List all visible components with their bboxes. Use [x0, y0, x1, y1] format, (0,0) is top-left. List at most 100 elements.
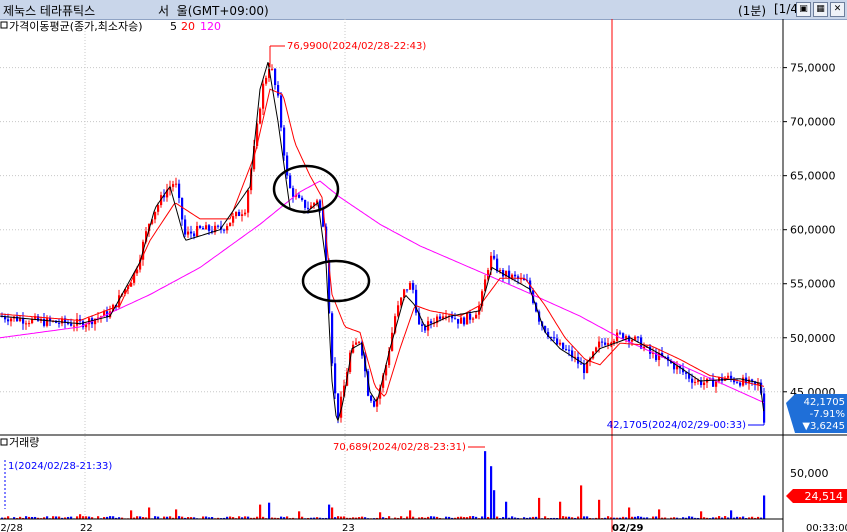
- volume-bar-103: [310, 517, 313, 519]
- candle-body-89: [268, 68, 271, 78]
- candle-body-185: [556, 338, 559, 345]
- volume-bar-77: [232, 517, 235, 519]
- price-tick-0: 75,0000: [790, 62, 836, 75]
- candle-body-85: [256, 123, 259, 146]
- candle-body-147: [442, 316, 445, 319]
- candle-body-97: [292, 188, 295, 197]
- volume-axis-label: 50,000: [790, 467, 829, 480]
- candle-body-94: [283, 127, 286, 156]
- volume-bar-133: [400, 516, 403, 519]
- volume-bar-157: [472, 516, 475, 519]
- candle-body-122: [367, 371, 370, 396]
- volume-bar-219: [658, 509, 661, 519]
- candle-body-86: [259, 108, 262, 124]
- volume-bar-225: [676, 517, 679, 519]
- volume-bar-28: [85, 516, 88, 519]
- volume-bar-188: [565, 516, 568, 519]
- volume-toggle-icon[interactable]: [0, 438, 8, 446]
- volume-bar-20: [61, 517, 64, 519]
- price-tick-5: 50,0000: [790, 332, 836, 345]
- candle-body-243: [730, 375, 733, 379]
- low-annotation: 42,1705(2024/02/29-00:33): [607, 420, 746, 431]
- candle-body-187: [562, 342, 565, 350]
- volume-bar-214: [643, 517, 646, 519]
- volume-bar-235: [706, 517, 709, 519]
- save-icon[interactable]: ▣: [796, 2, 811, 17]
- candle-body-118: [355, 342, 358, 345]
- candle-body-160: [481, 291, 484, 307]
- grid-icon[interactable]: ▦: [813, 2, 828, 17]
- volume-bar-143: [430, 516, 433, 519]
- candle-body-153: [460, 317, 463, 324]
- candle-body-219: [658, 353, 661, 361]
- volume-bar-175: [526, 517, 529, 519]
- volume-bar-183: [550, 517, 553, 519]
- volume-bar-203: [610, 517, 613, 519]
- candle-body-207: [622, 333, 625, 339]
- candle-body-1: [4, 316, 7, 320]
- volume-bar-139: [418, 517, 421, 519]
- volume-bar-144: [433, 516, 436, 519]
- indicator-toggle-icon[interactable]: [0, 21, 8, 29]
- volume-bar-169: [508, 517, 511, 519]
- volume-min-annotation: 1(2024/02/28-21:33): [8, 461, 112, 472]
- volume-bar-140: [421, 517, 424, 519]
- candle-body-88: [265, 77, 268, 84]
- volume-bar-32: [97, 516, 100, 519]
- candle-body-127: [382, 375, 385, 388]
- candle-body-48: [145, 231, 148, 242]
- candle-body-209: [628, 336, 631, 342]
- interval-label[interactable]: (1분): [738, 4, 767, 18]
- candle-body-70: [211, 230, 214, 233]
- candle-body-111: [334, 363, 337, 394]
- volume-bar-178: [535, 516, 538, 519]
- candle-body-9: [28, 323, 31, 325]
- x-tick-3: 02/29: [612, 523, 644, 532]
- volume-bar-184: [553, 517, 556, 519]
- candle-body-99: [298, 194, 301, 198]
- volume-bar-57: [172, 517, 175, 519]
- candle-body-66: [199, 226, 202, 228]
- close-icon[interactable]: ✕: [830, 2, 845, 17]
- price-chart[interactable]: 가격이동평균(종가,최소자승) 5 20 120 76,9900(2024/02…: [0, 19, 847, 532]
- volume-bar-215: [646, 517, 649, 519]
- candle-body-189: [568, 349, 571, 351]
- volume-bar-21: [64, 517, 67, 519]
- volume-bar-223: [670, 517, 673, 519]
- price-axis-labels: 75,0000 70,0000 65,0000 60,0000 55,0000 50,00…: [783, 62, 836, 399]
- volume-bar-115: [346, 517, 349, 519]
- candle-body-95: [286, 155, 289, 176]
- candle-body-199: [598, 341, 601, 348]
- candle-body-31: [94, 318, 97, 325]
- volume-bar-217: [652, 516, 655, 519]
- candle-body-113: [340, 396, 343, 418]
- volume-bar-95: [286, 516, 289, 519]
- candle-body-16: [49, 318, 52, 322]
- candle-body-218: [655, 352, 658, 361]
- volume-bar-241: [724, 516, 727, 519]
- volume-bar-90: [271, 517, 274, 519]
- candle-body-82: [247, 190, 250, 213]
- volume-bar-150: [451, 517, 454, 519]
- volume-bar-106: [319, 517, 322, 519]
- candle-body-50: [151, 219, 154, 224]
- page-indicator: [1/4]: [774, 2, 803, 16]
- candle-body-135: [406, 289, 409, 291]
- candle-body-64: [193, 233, 196, 237]
- volume-bar-234: [703, 517, 706, 519]
- volume-bar-81: [244, 516, 247, 519]
- volume-bar-137: [412, 516, 415, 519]
- volume-bar-253: [760, 517, 763, 519]
- candle-body-112: [337, 393, 340, 418]
- candle-body-166: [499, 270, 502, 272]
- volume-bar-87: [262, 516, 265, 519]
- candle-body-3: [10, 318, 13, 322]
- volume-bar-68: [205, 516, 208, 519]
- volume-bar-94: [283, 517, 286, 519]
- candle-body-54: [163, 195, 166, 198]
- volume-bar-100: [301, 516, 304, 519]
- candle-body-214: [643, 346, 646, 349]
- candle-body-58: [175, 183, 178, 185]
- candle-body-55: [166, 189, 169, 198]
- candle-body-237: [712, 378, 715, 387]
